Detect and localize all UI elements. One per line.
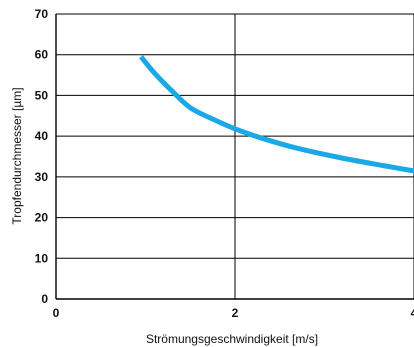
series-layer [139, 55, 414, 174]
y-tick-label: 0 [41, 292, 48, 306]
y-tick-label: 30 [35, 170, 49, 184]
x-tick-label: 2 [232, 306, 239, 320]
y-tick-label: 70 [35, 7, 49, 21]
axes [55, 14, 414, 300]
series-line-1 [139, 55, 414, 174]
y-tick-labels: 0 10 20 30 40 50 60 70 [35, 7, 49, 306]
x-tick-label: 0 [53, 306, 60, 320]
y-tick-label: 50 [35, 88, 49, 102]
x-tick-labels: 02468 [53, 306, 414, 320]
x-tick-label: 4 [411, 306, 414, 320]
y-axis-title: Tropfendurchmesser [µm] [10, 87, 24, 224]
y-tick-label: 20 [35, 211, 49, 225]
x-axis-title: Strömungsgeschwindigkeit [m/s] [146, 332, 318, 346]
y-tick-label: 60 [35, 48, 49, 62]
y-tick-label: 10 [35, 251, 49, 265]
y-tick-label: 40 [35, 129, 49, 143]
